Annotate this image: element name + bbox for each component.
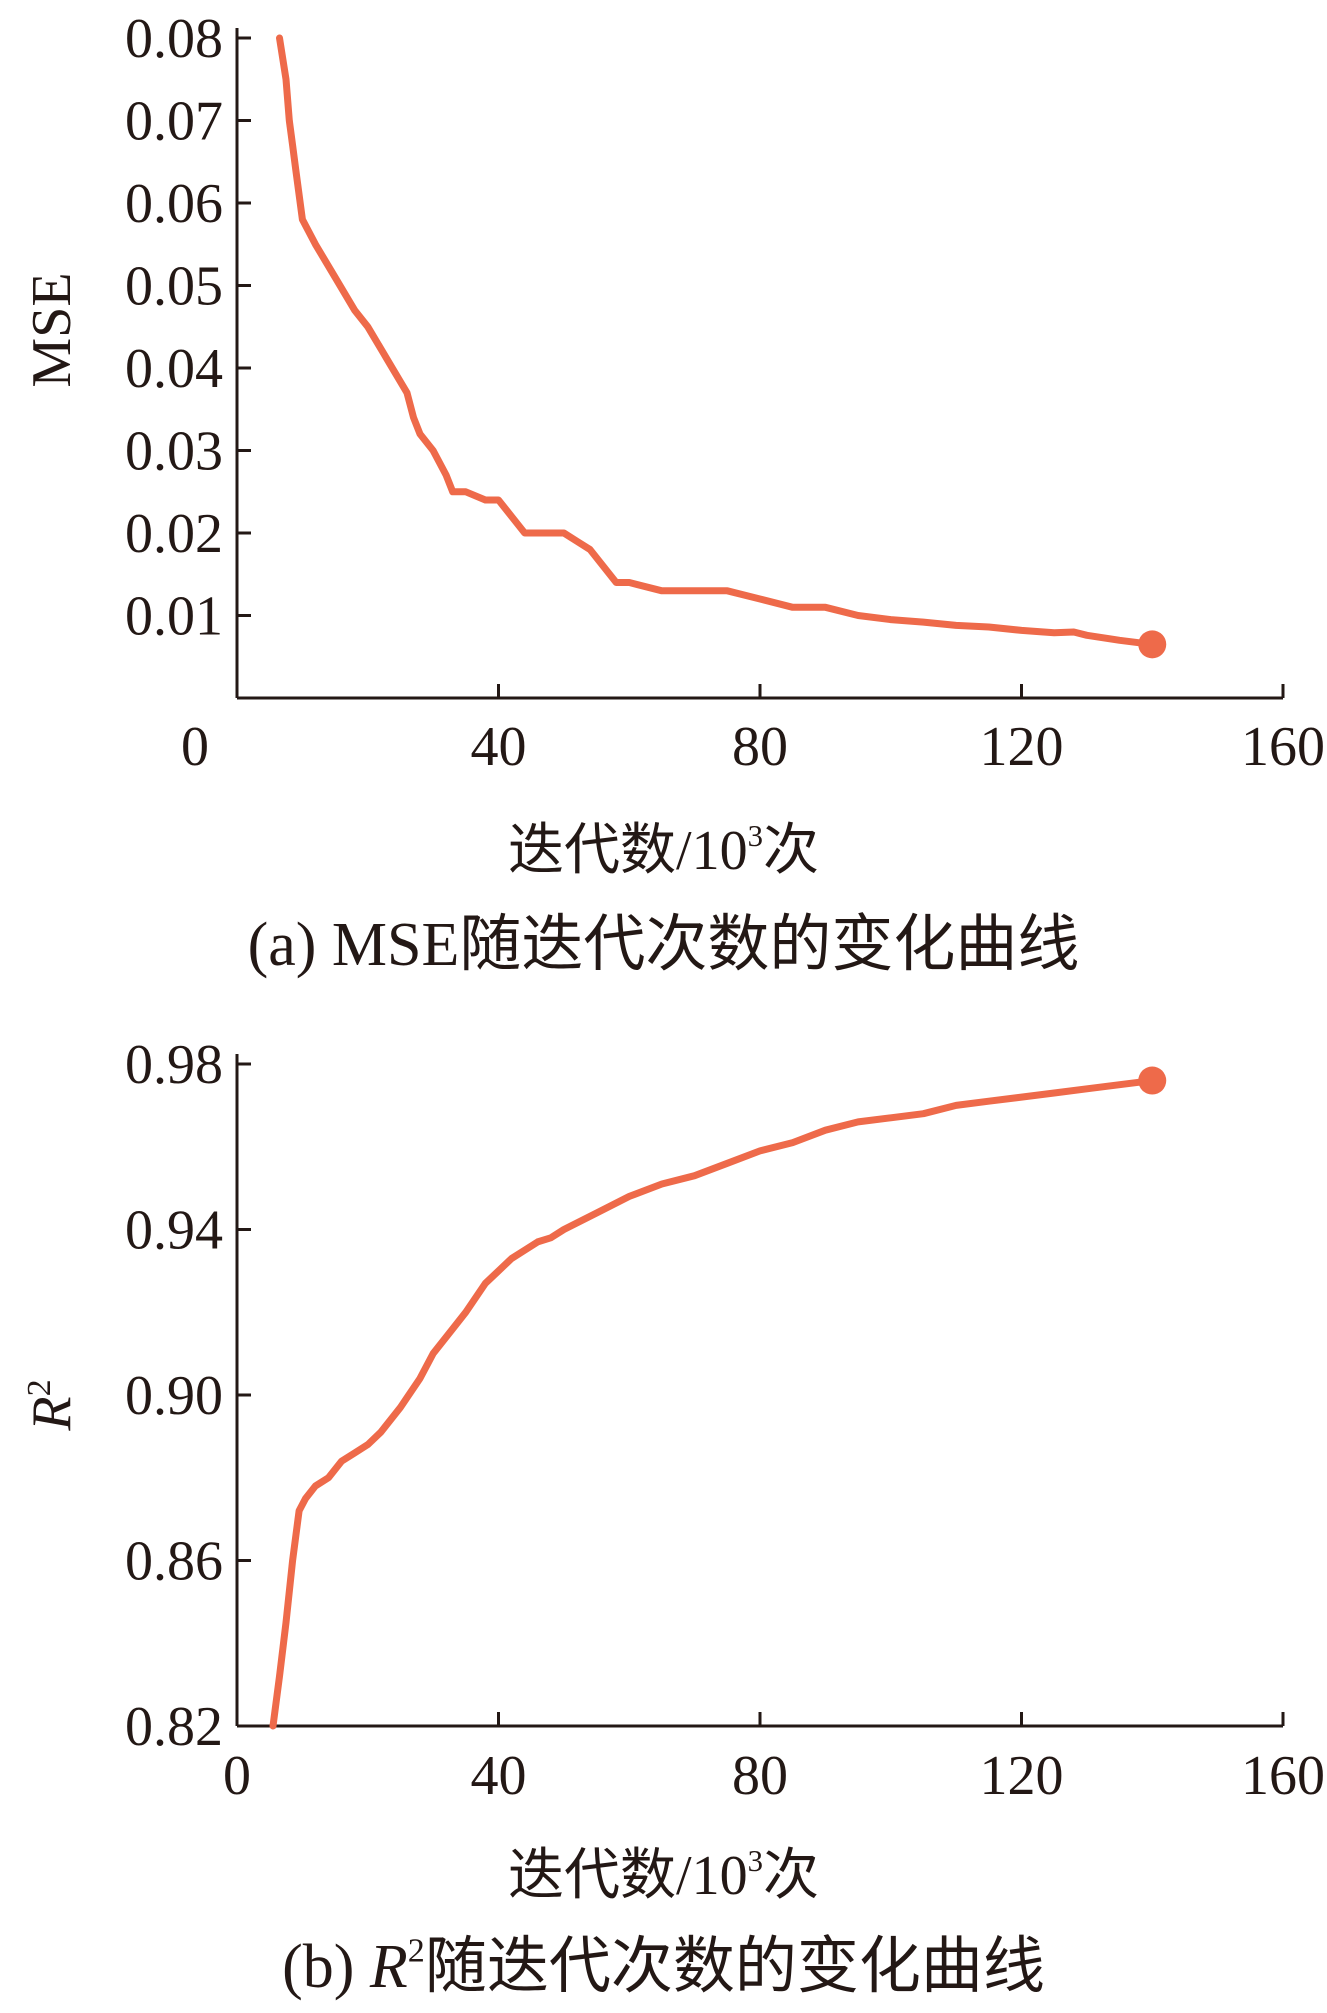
a-series-line xyxy=(276,34,1156,648)
b-y-tick-label: 0.98 xyxy=(125,1034,223,1096)
a-y-tick-label: 0.05 xyxy=(125,256,223,318)
a-x-tick-label: 120 xyxy=(980,716,1064,778)
b-x-tick-label: 160 xyxy=(1241,1745,1325,1807)
a-y-tick-label: 0.07 xyxy=(125,91,223,153)
mse-x-axis-title: 迭代数/103次 xyxy=(508,818,819,882)
a-y-tick-label: 0.04 xyxy=(125,338,223,400)
b-x-tick-label: 120 xyxy=(980,1745,1064,1807)
b-x-tick-label: 80 xyxy=(732,1745,788,1807)
mse-y-axis-title: MSE xyxy=(21,272,83,387)
a-y-tick-label: 0.03 xyxy=(125,421,223,483)
a-x-tick-label: 160 xyxy=(1241,716,1325,778)
r2-chart: 0 40 80 120 160 0.82 0.86 0.90 0.94 0.98 R2 xyxy=(21,1034,1325,1807)
b-y-tick-label: 0.90 xyxy=(125,1365,223,1427)
a-x-tick-label: 0 xyxy=(181,716,209,778)
b-endpoint-marker xyxy=(1138,1066,1167,1095)
a-y-tick-label: 0.01 xyxy=(125,586,223,648)
r2-x-axis-title: 迭代数/103次 xyxy=(508,1843,819,1907)
r2-chart-panel: 0 40 80 120 160 0.82 0.86 0.90 0.94 0.98 R2 迭代数/1… xyxy=(0,1010,1327,2013)
b-y-tick-label: 0.86 xyxy=(125,1531,223,1593)
b-y-tick-label: 0.82 xyxy=(125,1696,223,1758)
mse-chart: 0 40 80 120 160 0.01 0.02 0.03 0.04 0.05 0.06 0.07 0… xyxy=(21,8,1325,778)
b-x-tick-label: 0 xyxy=(223,1745,251,1807)
r2-y-axis-title: R2 xyxy=(21,1379,83,1431)
b-series-line xyxy=(269,1077,1156,1730)
b-y-tick-label: 0.94 xyxy=(125,1200,223,1262)
r2-panel-caption: (b) R2随迭代次数的变化曲线 xyxy=(282,1932,1045,2001)
mse-panel-caption: (a) MSE随迭代次数的变化曲线 xyxy=(247,911,1080,979)
b-x-tick-label: 40 xyxy=(471,1745,527,1807)
a-y-tick-label: 0.02 xyxy=(125,503,223,565)
a-y-tick-label: 0.08 xyxy=(125,8,223,70)
a-x-tick-label: 80 xyxy=(732,716,788,778)
a-x-tick-label: 40 xyxy=(471,716,527,778)
a-y-tick-label: 0.06 xyxy=(125,173,223,235)
mse-chart-panel: 0 40 80 120 160 0.01 0.02 0.03 0.04 0.05 0.06 0.07 0… xyxy=(0,0,1327,990)
a-endpoint-marker xyxy=(1138,630,1167,659)
